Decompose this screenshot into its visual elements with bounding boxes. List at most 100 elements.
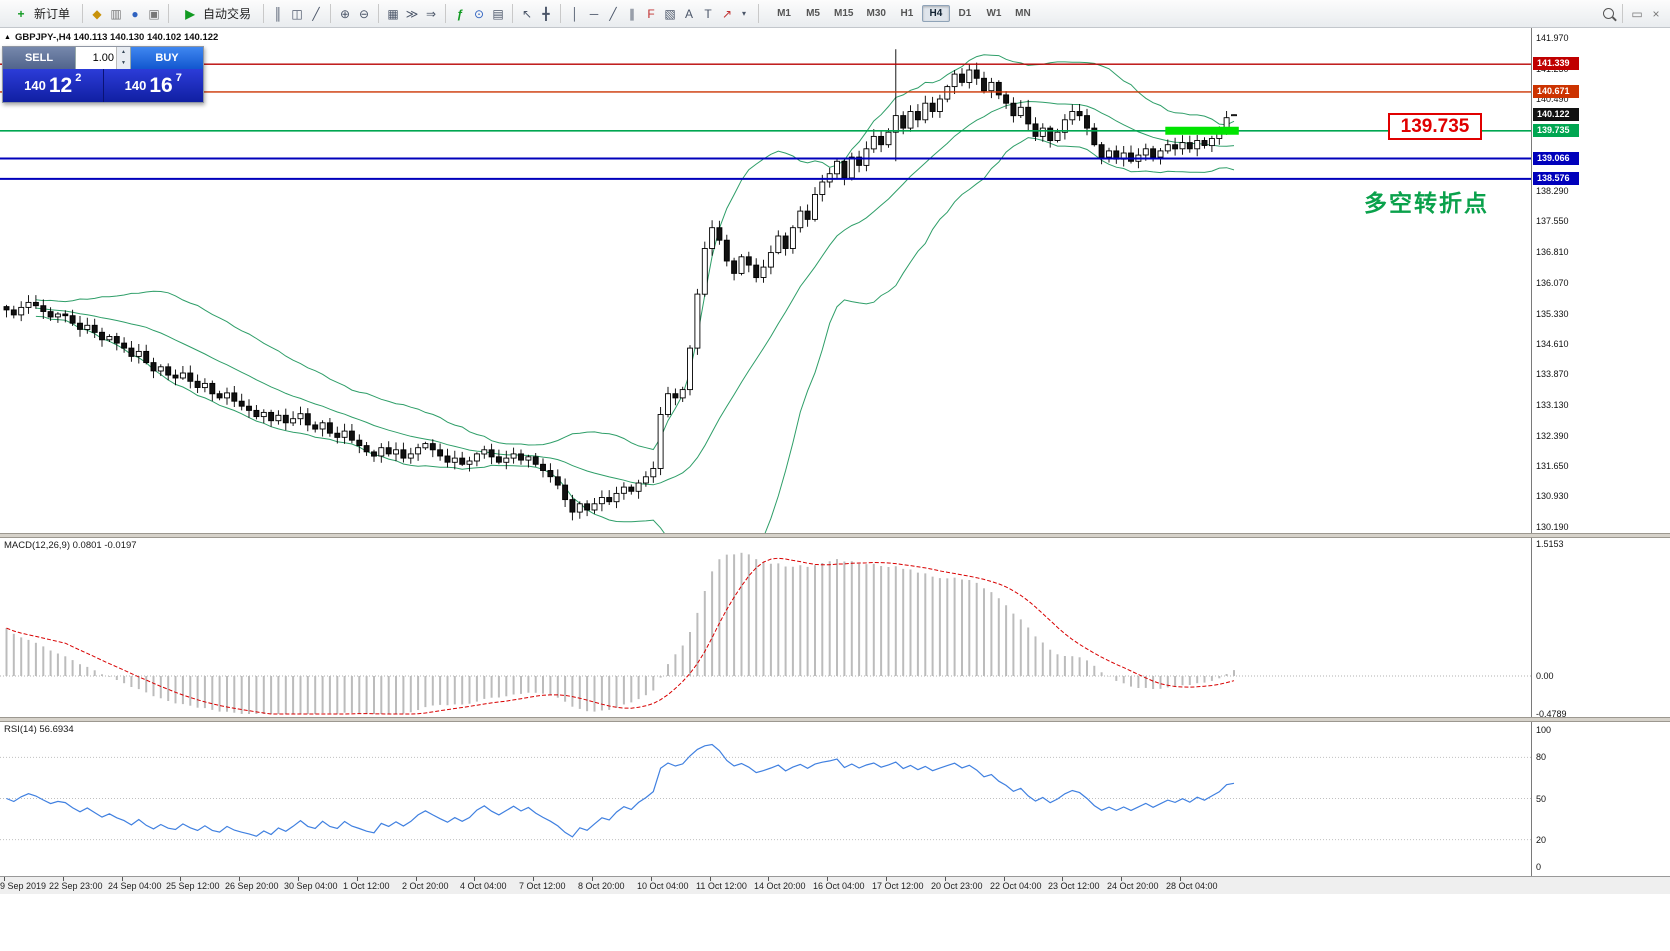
cursor-icon[interactable]: ↖ xyxy=(522,6,533,21)
price-axis-tick: 137.550 xyxy=(1536,216,1569,226)
sell-price-big: 140 xyxy=(24,78,46,93)
timeframe-mn[interactable]: MN xyxy=(1015,8,1031,19)
timeframe-m30[interactable]: M30 xyxy=(866,8,886,19)
new-order-button[interactable]: + 新订单 xyxy=(5,2,77,25)
time-axis-tick xyxy=(122,877,123,881)
time-axis-tick xyxy=(1062,877,1063,881)
time-label: 24 Sep 04:00 xyxy=(108,881,162,891)
time-label: 14 Oct 20:00 xyxy=(754,881,806,891)
search-icon[interactable] xyxy=(1599,5,1617,22)
time-label: 20 Oct 23:00 xyxy=(931,881,983,891)
timeframe-d1[interactable]: D1 xyxy=(958,8,972,19)
toolbar-separator xyxy=(263,4,265,23)
time-axis[interactable]: 9 Sep 2019 22 Sep 23:00 24 Sep 04:00 25 Sep… xyxy=(0,876,1670,894)
window-close-icon[interactable]: × xyxy=(1652,6,1660,21)
data-window-icon[interactable]: ▥ xyxy=(110,6,122,21)
sell-button[interactable]: SELL xyxy=(3,47,75,69)
volume-stepper[interactable]: ▲ ▼ xyxy=(116,47,130,69)
magnifier-glyph xyxy=(1602,8,1614,19)
time-label: 30 Sep 04:00 xyxy=(284,881,338,891)
timeframe-m5[interactable]: M5 xyxy=(806,8,820,19)
autotrading-button[interactable]: ▶ 自动交易 xyxy=(174,2,258,25)
volume-input[interactable] xyxy=(76,52,116,64)
timeframe-m1[interactable]: M1 xyxy=(777,8,791,19)
buy-price-display[interactable]: 140 16 7 xyxy=(104,69,204,102)
stepper-down-icon[interactable]: ▼ xyxy=(117,58,130,69)
price-axis-tick: 132.390 xyxy=(1536,431,1569,441)
toolbar-separator xyxy=(330,4,332,23)
zoom-out-icon[interactable]: ⊖ xyxy=(359,6,370,21)
candlestick-chart-icon[interactable]: ◫ xyxy=(291,6,303,21)
vertical-line-icon[interactable]: │ xyxy=(571,6,579,21)
bar-chart-icon[interactable]: ║ xyxy=(273,6,283,21)
shapes-icon[interactable]: ▧ xyxy=(664,6,676,21)
timeframe-w1[interactable]: W1 xyxy=(986,8,1002,19)
tile-windows-icon[interactable]: ▦ xyxy=(387,6,399,21)
rsi-axis-tick: 20 xyxy=(1536,835,1547,845)
buy-button[interactable]: BUY xyxy=(131,47,203,69)
time-axis-tick xyxy=(1121,877,1122,881)
panel-splitter[interactable] xyxy=(0,717,1670,722)
pivot-note-text[interactable]: 多空转折点 xyxy=(1364,190,1489,216)
time-axis-tick xyxy=(63,877,64,881)
new-order-icon: + xyxy=(17,6,25,21)
time-label: 8 Oct 20:00 xyxy=(578,881,625,891)
time-axis-tick xyxy=(180,877,181,881)
auto-scroll-icon[interactable]: ≫ xyxy=(405,6,419,21)
sell-price-sup: 2 xyxy=(75,72,82,84)
templates-icon[interactable]: ▤ xyxy=(492,6,504,21)
rsi-axis-tick: 100 xyxy=(1536,725,1552,735)
zoom-in-icon[interactable]: ⊕ xyxy=(340,6,351,21)
price-level-box[interactable]: 139.735 xyxy=(1388,113,1482,140)
buy-price-big: 140 xyxy=(124,78,147,93)
trade-panel-toggle-icon[interactable]: ▲ xyxy=(4,34,11,41)
toolbar-separator xyxy=(445,4,447,23)
channel-icon[interactable]: ∥ xyxy=(629,6,636,21)
arrow-tool-icon[interactable]: ↗ xyxy=(722,6,733,21)
line-chart-icon[interactable]: ╱ xyxy=(312,6,320,21)
stepper-up-icon[interactable]: ▲ xyxy=(117,47,130,58)
macd-label: MACD(12,26,9) 0.0801 -0.0197 xyxy=(4,540,137,551)
price-axis-tick: 130.930 xyxy=(1536,491,1569,501)
window-restore-icon[interactable]: ▭ xyxy=(1631,6,1643,21)
buy-price-sup: 7 xyxy=(175,72,182,84)
macd-panel[interactable] xyxy=(0,538,1531,717)
rsi-panel[interactable] xyxy=(0,722,1531,876)
arrow-dropdown-icon[interactable]: ▾ xyxy=(742,9,747,18)
time-label: 17 Oct 12:00 xyxy=(872,881,924,891)
timeframe-h4[interactable]: H4 xyxy=(921,5,950,22)
crosshair-icon[interactable]: ╋ xyxy=(542,6,550,21)
toolbar-separator xyxy=(1622,4,1623,23)
timeframe-m15[interactable]: M15 xyxy=(834,8,854,19)
rsi-label: RSI(14) 56.6934 xyxy=(4,724,74,735)
rsi-axis-tick: 0 xyxy=(1536,862,1542,872)
sell-price-display[interactable]: 140 12 2 xyxy=(3,69,104,102)
macd-axis-tick: 0.00 xyxy=(1536,671,1554,681)
timeframe-h1[interactable]: H1 xyxy=(900,8,914,19)
toolbar-separator xyxy=(168,4,170,23)
periods-icon[interactable]: ⊙ xyxy=(474,6,485,21)
time-axis-tick xyxy=(474,877,475,881)
indicators-icon[interactable]: ƒ xyxy=(456,6,464,21)
trendline-icon[interactable]: ╱ xyxy=(609,6,617,21)
price-axis-tick: 140.490 xyxy=(1536,94,1569,104)
panel-splitter[interactable] xyxy=(0,533,1670,538)
chart-shift-icon[interactable]: ⇒ xyxy=(426,6,437,21)
market-watch-icon[interactable]: ◆ xyxy=(92,6,102,21)
time-axis-tick xyxy=(298,877,299,881)
time-label: 25 Sep 12:00 xyxy=(166,881,220,891)
price-tag: 141.339 xyxy=(1533,57,1579,70)
time-axis-tick xyxy=(710,877,711,881)
price-axis[interactable]: 141.970141.230140.490139.750139.010138.2… xyxy=(1531,28,1670,876)
horizontal-line-icon[interactable]: ─ xyxy=(589,6,599,21)
buy-price-pips: 16 xyxy=(149,73,173,97)
fibonacci-icon[interactable]: F xyxy=(647,6,655,21)
navigator-icon[interactable]: ● xyxy=(131,6,139,21)
terminal-icon[interactable]: ▣ xyxy=(148,6,160,21)
new-order-label: 新订单 xyxy=(34,7,71,21)
main-chart[interactable] xyxy=(0,28,1531,533)
time-axis-tick xyxy=(651,877,652,881)
timeframe-toolbar: M1 M5 M15 M30 H1 H4 D1 W1 MN xyxy=(770,5,1037,22)
label-tool-icon[interactable]: T xyxy=(704,6,712,21)
text-tool-icon[interactable]: A xyxy=(685,6,694,21)
